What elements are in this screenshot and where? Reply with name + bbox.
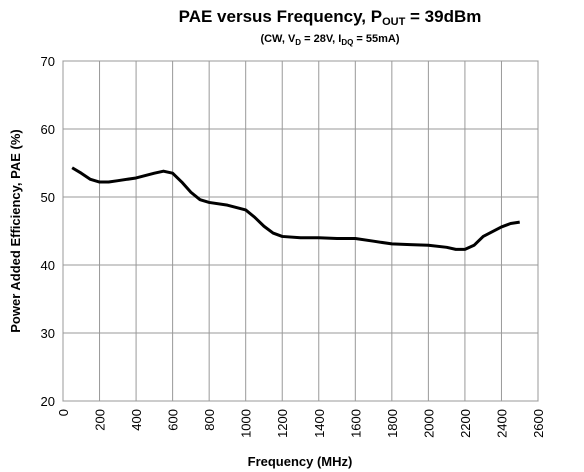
x-tick-label: 0 xyxy=(56,409,71,416)
x-tick-label: 200 xyxy=(93,409,108,431)
x-tick-label: 2000 xyxy=(421,409,436,438)
subscript: DQ xyxy=(341,38,353,47)
title-part: = 39dBm xyxy=(405,7,481,26)
title-part: = 28V, I xyxy=(301,33,341,45)
y-tick-label: 40 xyxy=(41,258,55,273)
x-tick-label: 2200 xyxy=(458,409,473,438)
chart-title: PAE versus Frequency, POUT = 39dBm xyxy=(179,7,482,28)
y-axis-title: Power Added Efficiency, PAE (%) xyxy=(8,129,23,332)
subscript: OUT xyxy=(382,16,406,28)
x-tick-label: 1000 xyxy=(239,409,254,438)
title-part: PAE versus Frequency, P xyxy=(179,7,382,26)
plot-area xyxy=(62,60,539,402)
x-tick-label: 400 xyxy=(129,409,144,431)
chart-subtitle: (CW, VD = 28V, IDQ = 55mA) xyxy=(260,33,399,47)
x-tick-label: 600 xyxy=(166,409,181,431)
y-tick-label: 20 xyxy=(41,394,55,409)
title-part: (CW, V xyxy=(260,33,295,45)
y-tick-label: 50 xyxy=(41,190,55,205)
x-tick-label: 800 xyxy=(202,409,217,431)
x-tick-label: 1400 xyxy=(312,409,327,438)
x-tick-label: 2400 xyxy=(494,409,509,438)
y-tick-label: 60 xyxy=(41,122,55,137)
subscript: D xyxy=(295,38,301,47)
x-tick-label: 2600 xyxy=(531,409,546,438)
x-axis-title: Frequency (MHz) xyxy=(248,454,353,469)
x-tick-label: 1800 xyxy=(385,409,400,438)
x-tick-label: 1200 xyxy=(275,409,290,438)
y-tick-label: 70 xyxy=(41,54,55,69)
x-tick-label: 1600 xyxy=(348,409,363,438)
title-part: = 55mA) xyxy=(353,33,399,45)
line xyxy=(71,166,520,251)
y-tick-label: 30 xyxy=(41,326,55,341)
